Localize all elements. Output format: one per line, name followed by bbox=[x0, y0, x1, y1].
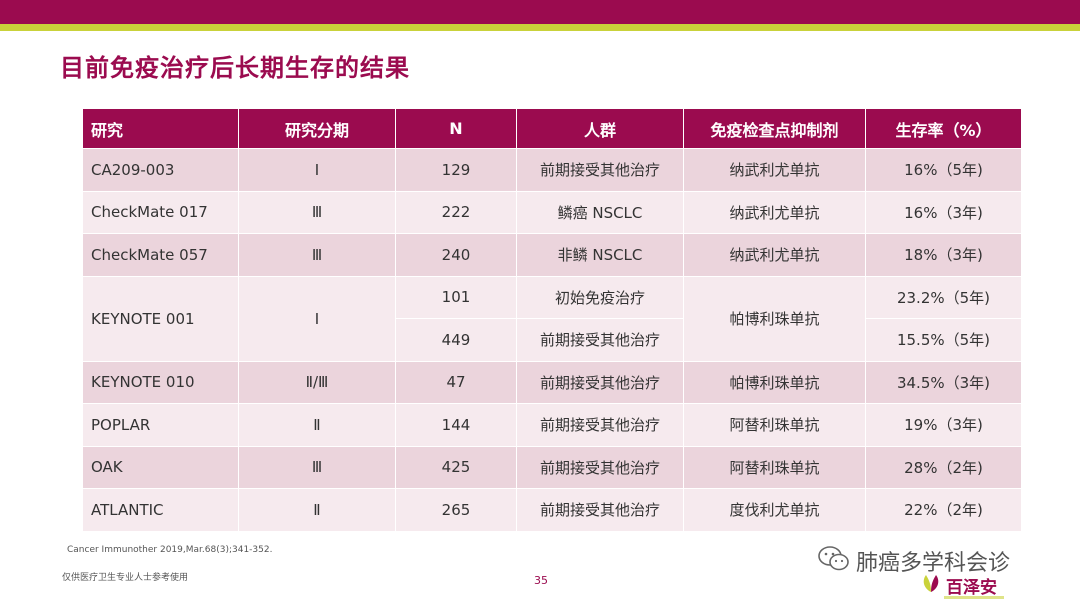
cell-population: 前期接受其他治疗 bbox=[516, 403, 684, 447]
logo-text: 百泽安 bbox=[946, 577, 997, 598]
header-study: 研究 bbox=[82, 108, 239, 149]
cell-population: 鳞癌 NSCLC bbox=[516, 190, 684, 234]
cell-population: 非鳞 NSCLC bbox=[516, 233, 684, 277]
cell-study: POPLAR bbox=[82, 403, 239, 447]
cell-population: 前期接受其他治疗 bbox=[516, 318, 684, 362]
cell-phase: Ⅱ bbox=[238, 403, 396, 447]
cell-n: 144 bbox=[395, 403, 517, 447]
brand-logo: 百泽安 bbox=[920, 572, 997, 598]
cell-survival: 28%（2年) bbox=[865, 445, 1022, 489]
slide-title: 目前免疫治疗后长期生存的结果 bbox=[60, 54, 410, 82]
page-number: 35 bbox=[534, 574, 548, 587]
cell-population: 前期接受其他治疗 bbox=[516, 360, 684, 404]
cell-phase: Ⅱ/Ⅲ bbox=[238, 360, 396, 404]
cell-study: CheckMate 057 bbox=[82, 233, 239, 277]
cell-drug: 纳武利尤单抗 bbox=[683, 148, 866, 192]
cell-drug: 帕博利珠单抗 bbox=[683, 275, 866, 362]
table-row: KEYNOTE 010 Ⅱ/Ⅲ 47 前期接受其他治疗 帕博利珠单抗 34.5%… bbox=[82, 360, 1022, 404]
cell-phase: Ⅲ bbox=[238, 445, 396, 489]
table-row: CA209-003 Ⅰ 129 前期接受其他治疗 纳武利尤单抗 16%（5年) bbox=[82, 148, 1022, 192]
cell-n: 425 bbox=[395, 445, 517, 489]
top-banner bbox=[0, 0, 1080, 24]
table-row: 449 前期接受其他治疗 15.5%（5年) bbox=[83, 318, 1022, 362]
cell-survival: 18%（3年) bbox=[865, 233, 1022, 277]
cell-population: 前期接受其他治疗 bbox=[516, 488, 684, 532]
table-row: CheckMate 057 Ⅲ 240 非鳞 NSCLC 纳武利尤单抗 18%（… bbox=[82, 233, 1022, 277]
header-n: N bbox=[395, 108, 517, 149]
cell-drug: 阿替利珠单抗 bbox=[683, 445, 866, 489]
leaf-logo-icon bbox=[920, 572, 942, 598]
cell-n: 240 bbox=[395, 233, 517, 277]
cell-n: 47 bbox=[395, 360, 517, 404]
table-row: POPLAR Ⅱ 144 前期接受其他治疗 阿替利珠单抗 19%（3年) bbox=[82, 403, 1022, 447]
cell-survival: 34.5%（3年) bbox=[865, 360, 1022, 404]
disclaimer: 仅供医疗卫生专业人士参考使用 bbox=[62, 573, 189, 583]
cell-n: 101 bbox=[395, 275, 517, 319]
cell-drug: 纳武利尤单抗 bbox=[683, 190, 866, 234]
cell-study: OAK bbox=[82, 445, 239, 489]
cell-n: 129 bbox=[395, 148, 517, 192]
cell-study: CheckMate 017 bbox=[82, 190, 239, 234]
wechat-watermark: 肺癌多学科会诊 bbox=[818, 545, 1010, 577]
cell-phase: Ⅰ bbox=[238, 275, 396, 362]
table-row: KEYNOTE 001 Ⅰ 101 初始免疫治疗 帕博利珠单抗 23.2%（5年… bbox=[82, 275, 1022, 362]
cell-study: KEYNOTE 010 bbox=[82, 360, 239, 404]
cell-phase: Ⅱ bbox=[238, 488, 396, 532]
wechat-account-name: 肺癌多学科会诊 bbox=[856, 551, 1011, 576]
survival-table: 研究 研究分期 N 人群 免疫检查点抑制剂 生存率（%） CA209-003 Ⅰ… bbox=[82, 108, 1022, 532]
cell-n: 222 bbox=[395, 190, 517, 234]
citation: Cancer Immunother 2019,Mar.68(3);341-352… bbox=[67, 545, 273, 555]
cell-drug: 阿替利珠单抗 bbox=[683, 403, 866, 447]
cell-survival: 19%（3年) bbox=[865, 403, 1022, 447]
header-phase: 研究分期 bbox=[238, 108, 396, 149]
table-header-row: 研究 研究分期 N 人群 免疫检查点抑制剂 生存率（%） bbox=[82, 108, 1022, 149]
table-row: ATLANTIC Ⅱ 265 前期接受其他治疗 度伐利尤单抗 22%（2年) bbox=[82, 488, 1022, 532]
cell-population: 初始免疫治疗 bbox=[516, 275, 684, 319]
cell-survival: 16%（3年) bbox=[865, 190, 1022, 234]
cell-study: ATLANTIC bbox=[82, 488, 239, 532]
cell-population: 前期接受其他治疗 bbox=[516, 445, 684, 489]
cell-study: KEYNOTE 001 bbox=[82, 275, 239, 362]
cell-population: 前期接受其他治疗 bbox=[516, 148, 684, 192]
cell-phase: Ⅲ bbox=[238, 233, 396, 277]
cell-drug: 度伐利尤单抗 bbox=[683, 488, 866, 532]
cell-survival: 15.5%（5年) bbox=[865, 318, 1022, 362]
cell-survival: 23.2%（5年) bbox=[865, 275, 1022, 319]
logo-underline bbox=[944, 596, 1004, 599]
wechat-icon bbox=[818, 545, 850, 577]
cell-drug: 纳武利尤单抗 bbox=[683, 233, 866, 277]
cell-study: CA209-003 bbox=[82, 148, 239, 192]
table-row: OAK Ⅲ 425 前期接受其他治疗 阿替利珠单抗 28%（2年) bbox=[82, 445, 1022, 489]
cell-n: 265 bbox=[395, 488, 517, 532]
cell-survival: 16%（5年) bbox=[865, 148, 1022, 192]
header-population: 人群 bbox=[516, 108, 684, 149]
cell-n: 449 bbox=[395, 318, 517, 362]
cell-phase: Ⅰ bbox=[238, 148, 396, 192]
top-accent-stripe bbox=[0, 24, 1080, 31]
header-survival: 生存率（%） bbox=[865, 108, 1022, 149]
table-row: CheckMate 017 Ⅲ 222 鳞癌 NSCLC 纳武利尤单抗 16%（… bbox=[82, 190, 1022, 234]
header-drug: 免疫检查点抑制剂 bbox=[683, 108, 866, 149]
cell-survival: 22%（2年) bbox=[865, 488, 1022, 532]
cell-drug: 帕博利珠单抗 bbox=[683, 360, 866, 404]
cell-phase: Ⅲ bbox=[238, 190, 396, 234]
